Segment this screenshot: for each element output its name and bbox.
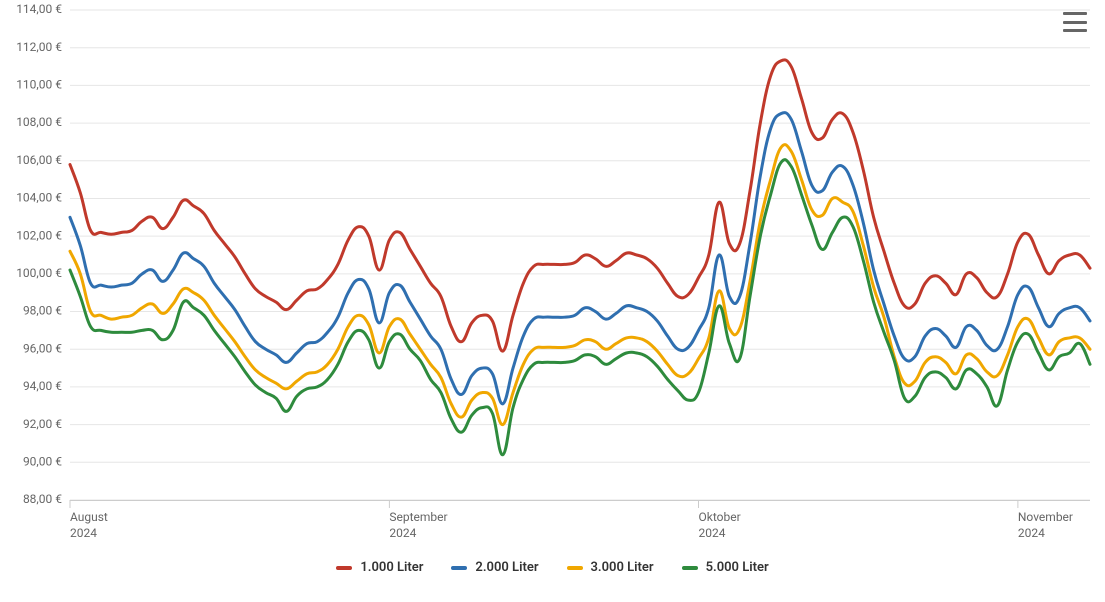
y-axis-tick-label: 92,00 €	[23, 417, 62, 431]
y-axis-tick-label: 88,00 €	[23, 492, 62, 506]
y-axis-tick-label: 96,00 €	[23, 341, 62, 355]
y-axis-tick-label: 110,00 €	[16, 78, 62, 92]
y-axis-tick-label: 106,00 €	[16, 153, 62, 167]
chart-plot-area: 88,00 € 90,00 € 92,00 € 94,00 € 96,00 € 98,00…	[0, 0, 1105, 602]
legend-label: 2.000 Liter	[475, 560, 538, 575]
chart-legend: 1.000 Liter 2.000 Liter 3.000 Liter 5.000 L…	[0, 560, 1105, 575]
chart-menu-button[interactable]	[1061, 8, 1089, 36]
y-axis-tick-label: 102,00 €	[16, 228, 62, 242]
legend-label: 5.000 Liter	[706, 560, 769, 575]
y-axis-tick-label: 90,00 €	[23, 454, 62, 468]
series-line	[70, 60, 1090, 351]
x-axis-tick-label: August	[70, 510, 108, 524]
y-axis-tick-label: 104,00 €	[16, 191, 62, 205]
x-axis-tick-sublabel: 2024	[1018, 526, 1045, 540]
legend-swatch	[682, 566, 698, 570]
y-axis-tick-label: 100,00 €	[16, 266, 62, 280]
series-line	[70, 145, 1090, 425]
x-axis-tick-sublabel: 2024	[70, 526, 97, 540]
legend-item[interactable]: 3.000 Liter	[567, 560, 654, 575]
y-axis-tick-label: 114,00 €	[16, 2, 62, 16]
x-axis-tick-label: November	[1018, 510, 1073, 524]
legend-swatch	[567, 566, 583, 570]
y-axis-tick-label: 112,00 €	[16, 40, 62, 54]
legend-swatch	[336, 566, 352, 570]
x-axis-tick-label: September	[389, 510, 447, 524]
y-axis-tick-label: 94,00 €	[23, 379, 62, 393]
x-axis-tick-sublabel: 2024	[389, 526, 416, 540]
price-chart: 88,00 € 90,00 € 92,00 € 94,00 € 96,00 € 98,00…	[0, 0, 1105, 602]
legend-item[interactable]: 2.000 Liter	[451, 560, 538, 575]
legend-item[interactable]: 1.000 Liter	[336, 560, 423, 575]
series-line	[70, 160, 1090, 455]
legend-swatch	[451, 566, 467, 570]
legend-label: 3.000 Liter	[591, 560, 654, 575]
x-axis-tick-sublabel: 2024	[698, 526, 725, 540]
y-axis-tick-label: 108,00 €	[16, 115, 62, 129]
legend-label: 1.000 Liter	[360, 560, 423, 575]
x-axis-tick-label: Oktober	[698, 510, 740, 524]
y-axis-tick-label: 98,00 €	[23, 304, 62, 318]
legend-item[interactable]: 5.000 Liter	[682, 560, 769, 575]
